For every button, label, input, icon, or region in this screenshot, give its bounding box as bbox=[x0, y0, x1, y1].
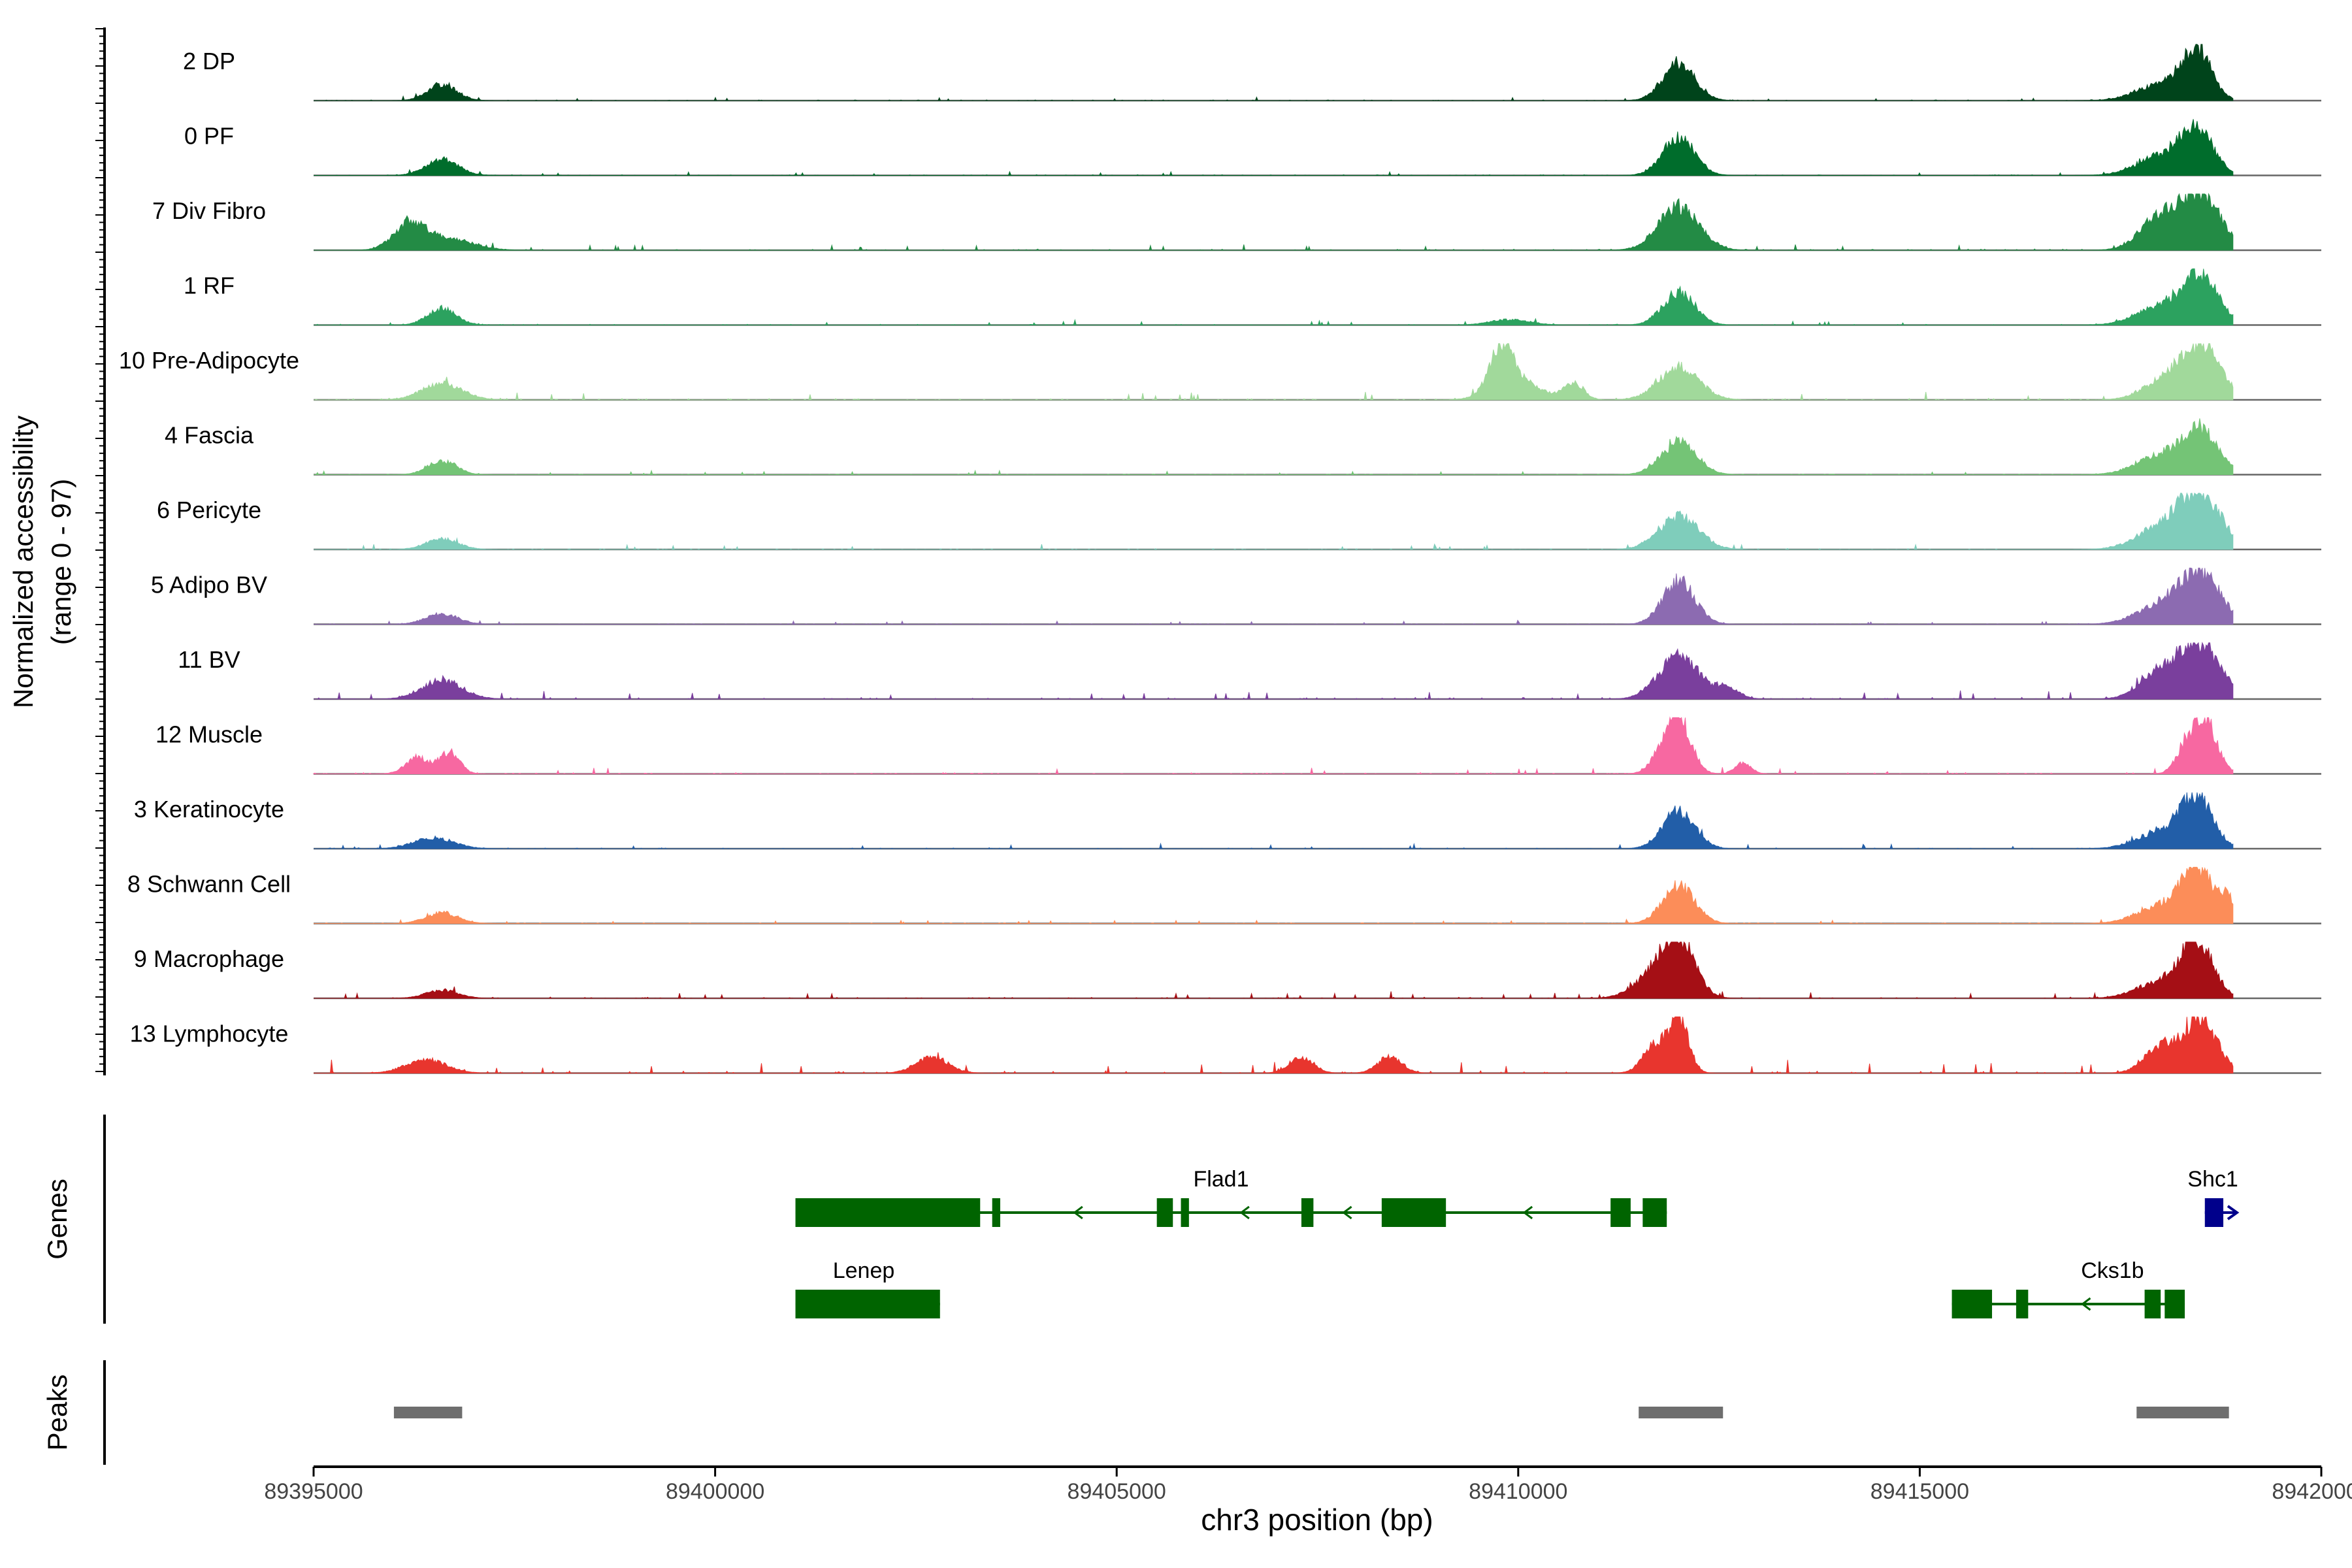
coverage-track: 2 DP bbox=[183, 44, 2321, 102]
coverage-track: 4 Fascia bbox=[165, 418, 2321, 476]
x-tick-label: 89420000 bbox=[2272, 1479, 2352, 1504]
coverage-track: 10 Pre-Adipocyte bbox=[119, 343, 2321, 401]
strand-arrow bbox=[1239, 1205, 1250, 1220]
gene-exon bbox=[795, 1198, 981, 1227]
peak-region bbox=[393, 1407, 463, 1418]
gene-annotation-track: Flad1 Shc1 Lenep Cks1b bbox=[795, 1167, 2240, 1318]
coverage-area bbox=[312, 716, 2234, 775]
track-label: 5 Adipo BV bbox=[151, 572, 267, 598]
strand-arrow bbox=[1342, 1205, 1352, 1220]
x-tick-label: 89405000 bbox=[1068, 1479, 1166, 1504]
gene-exon bbox=[1642, 1198, 1667, 1227]
y-axis-label-line2: (range 0 - 97) bbox=[46, 479, 76, 645]
track-label: 13 Lymphocyte bbox=[130, 1021, 289, 1047]
peak-region bbox=[2136, 1407, 2229, 1418]
gene-model: Shc1 bbox=[2187, 1167, 2240, 1227]
gene-exon bbox=[1952, 1290, 1993, 1318]
coverage-area bbox=[314, 268, 2234, 326]
peak-region bbox=[1639, 1407, 1723, 1418]
track-label: 2 DP bbox=[183, 48, 235, 74]
coverage-area bbox=[314, 941, 2234, 999]
track-label: 11 BV bbox=[178, 646, 240, 673]
gene-exon bbox=[2204, 1198, 2224, 1227]
track-label: 0 PF bbox=[184, 123, 234, 150]
x-axis-ticks: 89395000 89400000 89405000 89410000 89415000… bbox=[264, 1467, 2352, 1504]
x-tick-label: 89415000 bbox=[1870, 1479, 1969, 1504]
x-tick-label: 89410000 bbox=[1469, 1479, 1567, 1504]
track-label: 12 Muscle bbox=[155, 721, 263, 748]
gene-exon bbox=[2016, 1290, 2029, 1318]
x-axis-label: chr3 position (bp) bbox=[1201, 1503, 1433, 1537]
gene-exon bbox=[2164, 1290, 2185, 1318]
peaks-track bbox=[393, 1407, 2229, 1418]
track-label: 3 Keratinocyte bbox=[134, 796, 284, 823]
track-label: 7 Div Fibro bbox=[152, 197, 266, 224]
gene-exon bbox=[992, 1198, 1000, 1227]
coverage-area bbox=[314, 119, 2234, 176]
coverage-y-axis-ticks bbox=[95, 28, 105, 1072]
track-label: 10 Pre-Adipocyte bbox=[119, 347, 299, 374]
coverage-area bbox=[314, 343, 2234, 400]
coverage-area bbox=[314, 866, 2234, 924]
coverage-track: 7 Div Fibro bbox=[152, 193, 2321, 252]
gene-model: Lenep bbox=[795, 1258, 940, 1318]
coverage-area bbox=[314, 418, 2234, 476]
coverage-area bbox=[314, 193, 2234, 252]
coverage-track: 11 BV bbox=[178, 642, 2321, 700]
coverage-area bbox=[314, 44, 2234, 101]
coverage-track: 9 Macrophage bbox=[134, 941, 2321, 1000]
gene-exon bbox=[1181, 1198, 1189, 1227]
coverage-track: 6 Pericyte bbox=[157, 492, 2321, 551]
gene-exon bbox=[1610, 1198, 1631, 1227]
genes-track-label: Genes bbox=[42, 1179, 73, 1260]
y-axis-label-line1: Normalized accessibility bbox=[8, 416, 39, 708]
track-label: 8 Schwann Cell bbox=[127, 871, 291, 898]
coverage-area bbox=[314, 567, 2234, 625]
y-axis-label: Normalized accessibility bbox=[8, 416, 39, 708]
gene-label: Shc1 bbox=[2187, 1167, 2238, 1192]
track-label: 6 Pericyte bbox=[157, 497, 261, 523]
gene-label: Flad1 bbox=[1193, 1167, 1249, 1192]
strand-arrow bbox=[1073, 1205, 1083, 1220]
x-tick-label: 89395000 bbox=[264, 1479, 363, 1504]
strand-arrow bbox=[2227, 1205, 2240, 1220]
track-label: 1 RF bbox=[184, 272, 235, 299]
coverage-track: 5 Adipo BV bbox=[151, 567, 2321, 625]
gene-exon bbox=[1156, 1198, 1173, 1227]
x-tick-label: 89400000 bbox=[666, 1479, 764, 1504]
coverage-track: 3 Keratinocyte bbox=[134, 792, 2321, 850]
gene-model: Cks1b bbox=[1952, 1258, 2185, 1318]
track-label: 4 Fascia bbox=[165, 422, 254, 449]
coverage-tracks: 2 DP 0 PF 7 Div Fibro 1 RF 10 Pre-Adipocyte 4… bbox=[119, 44, 2321, 1074]
gene-label: Lenep bbox=[833, 1258, 895, 1283]
track-label: 9 Macrophage bbox=[134, 945, 284, 972]
coverage-area bbox=[314, 642, 2234, 700]
gene-exon bbox=[2144, 1290, 2161, 1318]
gene-exon bbox=[795, 1290, 940, 1318]
coverage-track: 12 Muscle bbox=[155, 716, 2321, 775]
strand-arrow bbox=[2080, 1297, 2091, 1311]
coverage-track: 8 Schwann Cell bbox=[127, 866, 2321, 924]
gene-label: Cks1b bbox=[2081, 1258, 2144, 1283]
coverage-area bbox=[314, 492, 2234, 551]
coverage-area bbox=[314, 792, 2234, 849]
gene-exon bbox=[1381, 1198, 1446, 1227]
coverage-area bbox=[314, 1016, 2234, 1074]
gene-model: Flad1 bbox=[795, 1167, 1667, 1227]
y-axis-label-range: (range 0 - 97) bbox=[46, 479, 76, 645]
peaks-track-label: Peaks bbox=[42, 1375, 73, 1451]
coverage-track: 13 Lymphocyte bbox=[130, 1016, 2321, 1074]
coverage-track: 0 PF bbox=[184, 119, 2321, 176]
coverage-track: 1 RF bbox=[184, 268, 2321, 326]
gene-exon bbox=[1301, 1198, 1314, 1227]
strand-arrow bbox=[1522, 1205, 1533, 1220]
